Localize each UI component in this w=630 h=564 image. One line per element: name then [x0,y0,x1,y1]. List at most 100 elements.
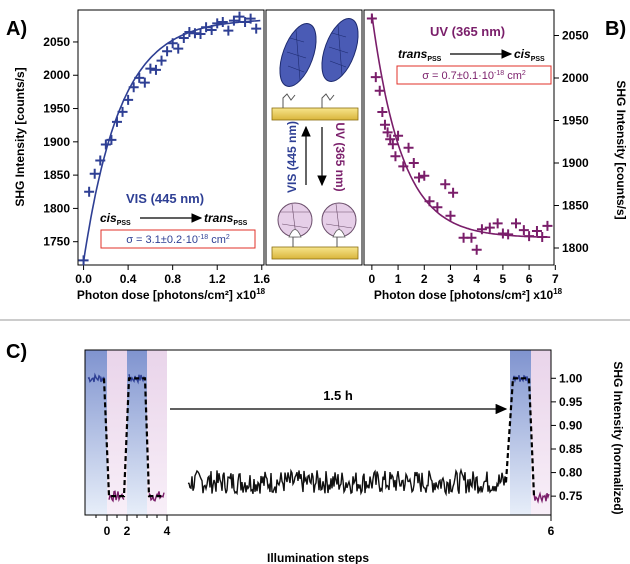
panel-c-illumination-bands [85,350,551,515]
panel-c-gap-label: 1.5 h [323,388,353,403]
b-data-point [393,130,404,141]
a-data-point [156,55,167,66]
a-ytick-label: 1750 [43,235,70,249]
b-data-point [419,170,430,181]
band-uv-3 [531,350,551,515]
b-ytick-label: 1800 [562,241,589,255]
panel-a-reaction-from: cisPSS [100,211,131,227]
cis-molecule-left [277,202,313,247]
c-ytick-label: 0.90 [559,418,583,432]
a-data-point [228,15,239,26]
b-ytick-label: 1850 [562,199,589,213]
a-ytick-label: 1950 [43,102,70,116]
panel-a-reaction-to: transPSS [204,211,248,227]
a-data-point [167,38,178,49]
c-ytick-label: 1.00 [559,371,583,385]
panel-b-frame [363,9,555,266]
band-uv-1 [107,350,127,515]
panel-c-y-label: SHG Intensity (normalized) [611,361,625,514]
b-data-point [492,218,503,229]
a-data-point [162,46,173,57]
b-data-point [471,244,482,255]
panel-b-reaction-from: transPSS [398,47,442,63]
band-vis-3 [510,350,531,515]
b-data-point [377,107,388,117]
b-xtick-label: 7 [552,272,559,286]
b-data-point [466,232,477,243]
b-data-point [518,225,529,236]
trace-dashed-transitions-2 [504,377,536,497]
a-data-point [145,63,156,74]
a-data-point [111,116,122,127]
b-data-point [382,127,393,138]
b-xtick-label: 2 [421,272,428,286]
a-xtick-label: 0.8 [164,272,181,286]
a-ytick-label: 1800 [43,201,70,215]
panel-b-sigma: σ = 0.7±0.1·10-18 cm2 [422,70,526,82]
b-data-point [542,220,553,231]
a-data-point [234,11,245,22]
a-xtick-label: 0.4 [120,272,137,286]
panel-b-data-points [366,13,553,255]
panel-a-x-axis: 0.0 0.4 0.8 1.2 1.6 [75,265,270,286]
b-ytick-label: 1950 [562,114,589,128]
panel-c-y-axis: 0.75 0.80 0.85 0.90 0.95 1.00 [551,371,583,503]
panel-b-sigma-box [396,65,552,85]
c-xtick-label: 4 [164,524,171,538]
b-data-point [398,161,409,172]
panel-c-x-label: Illumination steps [267,551,369,564]
panel-letter-a: A) [6,18,27,40]
b-ytick-label: 1900 [562,156,589,170]
b-xtick-label: 0 [369,272,376,286]
panel-c-traces [87,372,550,504]
c-xtick-label: 2 [124,524,131,538]
trace-dark [187,467,507,497]
b-ytick-label: 2050 [562,29,589,43]
b-data-point [440,179,451,190]
a-data-point [139,77,150,88]
b-xtick-label: 3 [447,272,454,286]
a-xtick-label: 0.0 [75,272,92,286]
a-data-point [178,32,189,43]
a-data-point [117,106,128,117]
b-data-point [537,231,548,242]
b-ytick-label: 2000 [562,71,589,85]
a-data-point [245,13,256,24]
b-data-point [414,172,425,183]
a-data-point [173,43,184,54]
trace-vis-1 [87,372,105,383]
gold-substrate-bottom [271,246,359,260]
a-data-point [195,28,206,39]
b-xtick-label: 1 [395,272,402,286]
panel-b-y-label: SHG Intensity [counts/s] [614,80,628,219]
panel-a-data-points [78,11,262,266]
c-xtick-label: 6 [548,524,555,538]
b-data-point [385,134,396,145]
a-data-point [95,155,106,166]
b-data-point [370,72,381,83]
b-data-point [432,202,443,213]
a-data-point [217,16,228,27]
panel-a-x-label: Photon dose [photons/cm²] x1018 [77,287,266,302]
panel-b-x-axis: 0 1 2 3 4 5 6 7 [369,265,559,286]
band-vis-2 [127,350,147,515]
b-data-point [503,229,514,240]
band-uv-2 [147,350,167,515]
b-data-point [379,119,390,130]
b-data-point [524,231,535,242]
b-data-point [531,226,542,236]
c-ytick-label: 0.75 [559,489,583,503]
b-data-point [390,151,401,162]
a-data-point [89,168,100,179]
b-data-point [476,224,487,235]
b-data-point [403,142,414,153]
c-ytick-label: 0.95 [559,395,583,409]
panel-letter-b: B) [605,18,626,40]
band-vis-1 [85,350,107,515]
b-xtick-label: 4 [473,272,480,286]
b-data-point [408,158,419,168]
a-data-point [134,72,145,83]
panel-letter-c: C) [6,341,27,363]
a-data-point [78,255,89,266]
